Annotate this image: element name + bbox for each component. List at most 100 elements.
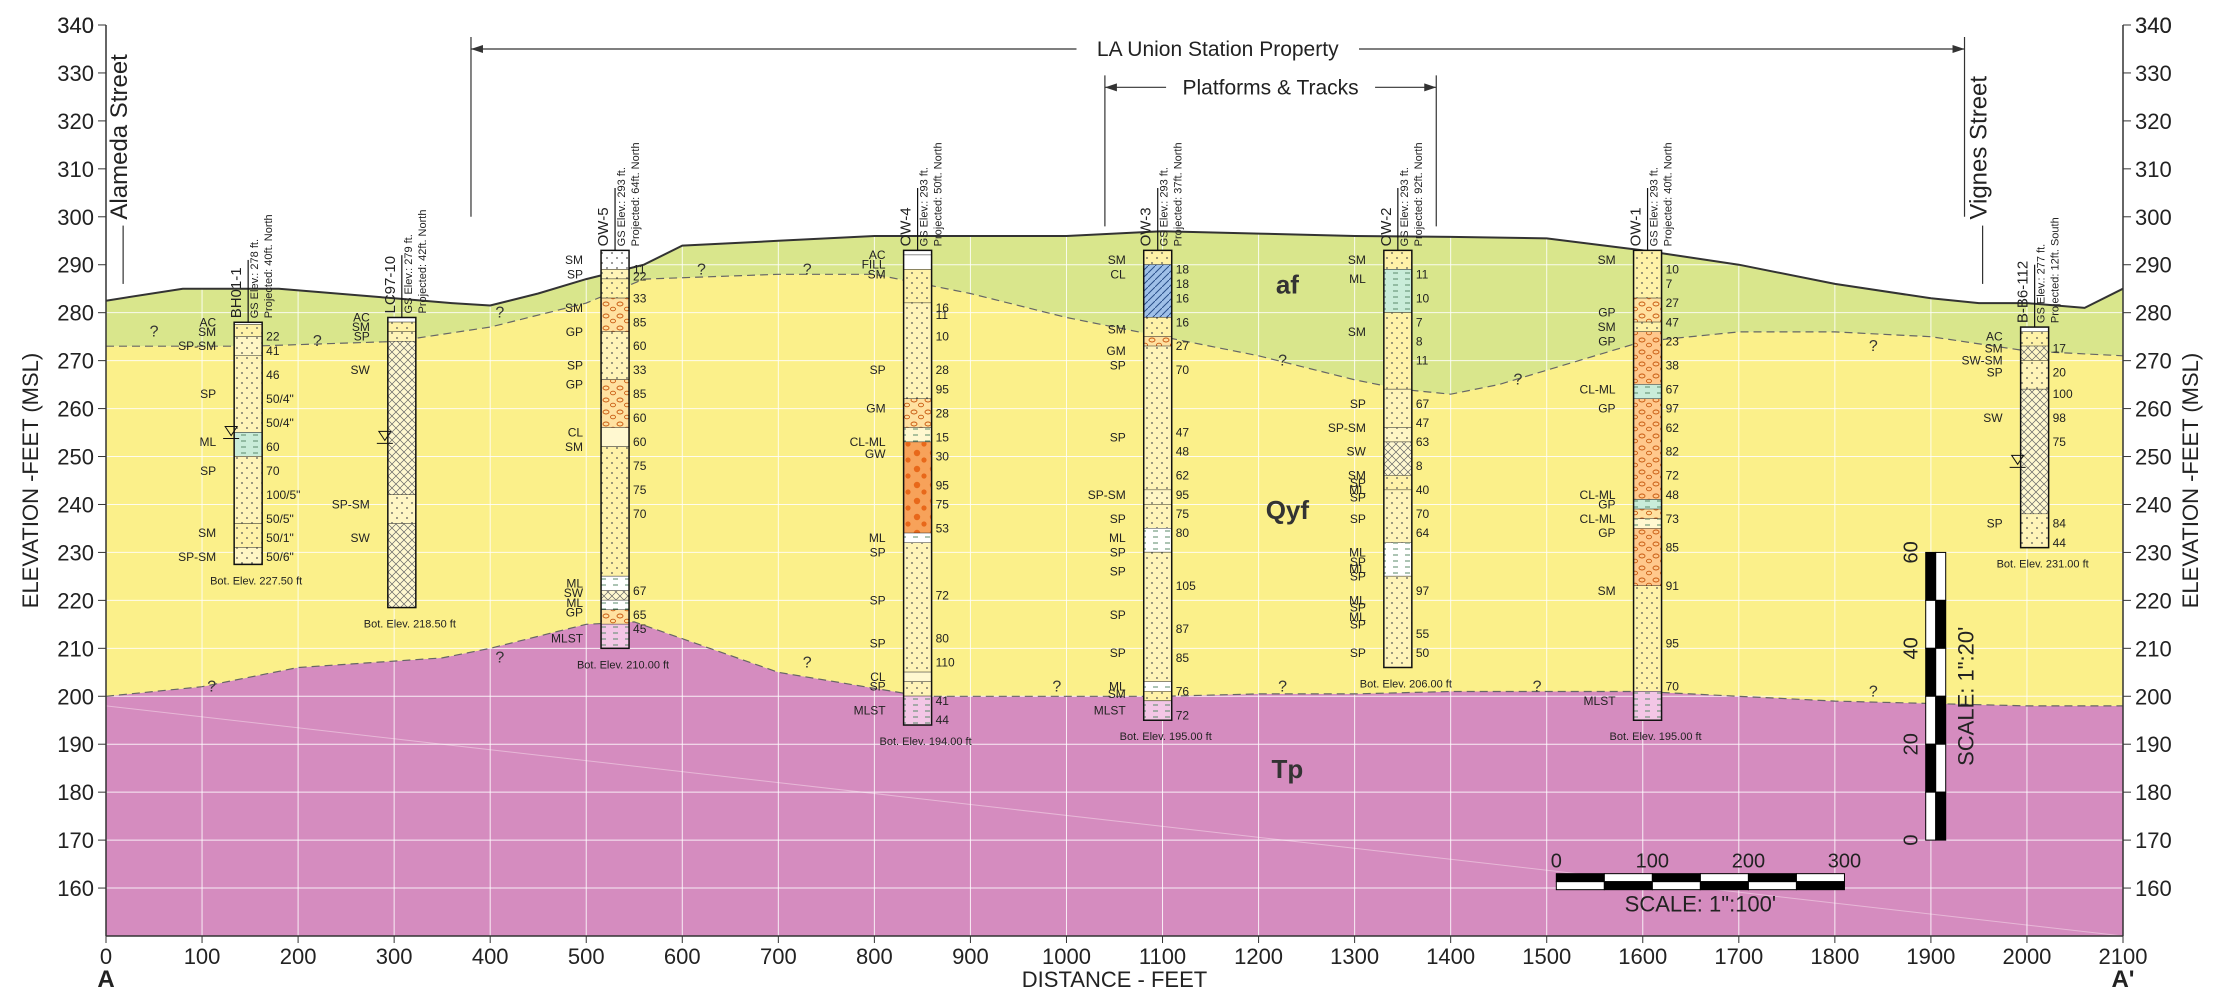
- boring-bottom-label: Bot. Elev. 227.50 ft: [210, 575, 302, 587]
- boring-layer-pattern: [601, 279, 630, 299]
- boring-gs-elev-label: GS Elev.: 293 ft.: [1399, 167, 1411, 246]
- boring-blow-count: 60: [633, 411, 647, 425]
- boring-layer-pattern: [234, 547, 263, 565]
- boring-layer-pattern: [1633, 509, 1662, 519]
- boring-layer-pattern: [601, 624, 630, 649]
- boring-layer-pattern: [1383, 269, 1412, 313]
- boring-layer-ac: [903, 250, 932, 256]
- boring-layer-pattern: [1383, 312, 1412, 390]
- boring-soil-code: SP: [1350, 569, 1366, 583]
- af-base-contact: [106, 273, 2124, 395]
- boring-layer-pattern: [1143, 250, 1172, 265]
- v-scale-segment: [1935, 791, 1947, 841]
- x-tick-label: 1700: [1714, 944, 1763, 969]
- y-tick-label-left: 280: [57, 301, 94, 326]
- boring-blow-count: 17: [2053, 342, 2067, 356]
- boring-blow-count: 46: [266, 368, 280, 382]
- boring-blow-count: 7: [1666, 277, 1673, 291]
- v-scale-tick: 20: [1901, 733, 1923, 755]
- boring-blow-count: 98: [2053, 411, 2067, 425]
- boring-soil-code: CL-ML: [850, 435, 886, 449]
- boring-blow-count: 73: [1666, 512, 1680, 526]
- boring-blow-count: 22: [633, 270, 647, 284]
- boring-blow-count: 11: [1416, 354, 1429, 368]
- boring-id-label: LC97-10: [382, 256, 399, 314]
- boring-soil-code: SP: [870, 593, 886, 607]
- v-scale-segment: [1925, 599, 1937, 649]
- boring-soil-code: SW-SM: [1962, 354, 2003, 368]
- boring-soil-code: SP: [354, 330, 370, 344]
- boring-layer-pattern: [1633, 528, 1662, 586]
- boring-blow-count: 60: [266, 440, 280, 454]
- h-scale-tick: 300: [1828, 851, 1861, 873]
- y-tick-label-left: 340: [57, 13, 94, 38]
- boring-blow-count: 10: [1416, 291, 1430, 305]
- y-tick-label-left: 260: [57, 397, 94, 422]
- boring-layer-cl: [601, 427, 630, 447]
- x-tick-label: 500: [568, 944, 605, 969]
- y-tick-label-right: 280: [2135, 301, 2172, 326]
- boring-layer-pattern: [903, 681, 932, 697]
- y-tick-label-right: 260: [2135, 397, 2172, 422]
- boring-blow-count: 97: [1666, 402, 1680, 416]
- y-tick-label-right: 210: [2135, 636, 2172, 661]
- boring-blow-count: 105: [1176, 579, 1196, 593]
- h-scale-segment: [1603, 873, 1653, 883]
- boring-soil-code: ML: [869, 531, 886, 545]
- boring-layer-pattern: [2020, 360, 2049, 390]
- boring-blow-count: 95: [1176, 488, 1190, 502]
- y-tick-label-left: 310: [57, 157, 94, 182]
- boring-layer-pattern: [1143, 336, 1172, 347]
- boring-blow-count: 100/5": [266, 488, 300, 502]
- h-scale-segment: [1699, 881, 1749, 891]
- ground-surface-line: [105, 230, 2124, 309]
- boring-soil-code: CL-ML: [1580, 512, 1616, 526]
- boring-soil-code: CL: [870, 670, 886, 684]
- boring-layer-pattern: [1383, 389, 1412, 428]
- boring-blow-count: 95: [936, 382, 950, 396]
- boring-blow-count: 75: [1176, 507, 1190, 521]
- boring-layer-ac: [387, 317, 416, 323]
- boring-soil-code: SP-SM: [332, 497, 370, 511]
- boring-id-label: OW-5: [595, 207, 612, 246]
- boring-soil-code: ML: [1349, 610, 1366, 624]
- boring-blow-count: 72: [1176, 708, 1190, 722]
- boring-soil-code: SP: [1350, 490, 1366, 504]
- boring-soil-code: SP: [1987, 517, 2003, 531]
- boring-soil-code: SP: [1350, 555, 1366, 569]
- boring-blow-count: 33: [633, 363, 647, 377]
- boring-layer-pattern: [903, 303, 932, 399]
- boring-soil-code: GP: [1598, 402, 1615, 416]
- x-tick-label: 400: [472, 944, 509, 969]
- boring-layer-pattern: [1143, 490, 1172, 505]
- boring-soil-code: SM: [198, 325, 216, 339]
- v-scale-segment: [1935, 599, 1947, 649]
- boring-bh01-1: BH01-1 GS Elev.: 278 ft. Projected: 40ft. …: [178, 214, 302, 587]
- annotations: af Qyf Tp?????????????? ? Alameda Street Vign…: [106, 36, 1993, 784]
- boring-soil-code: ML: [566, 577, 583, 591]
- uncertain-contact-mark: ?: [495, 304, 504, 321]
- h-scale-segment: [1699, 873, 1749, 883]
- y-tick-label-left: 220: [57, 588, 94, 613]
- boring-blow-count: 62: [1176, 469, 1190, 483]
- boring-soil-code: SP: [567, 267, 583, 281]
- boring-blow-count: 97: [1416, 584, 1430, 598]
- boring-blow-count: 65: [633, 608, 647, 622]
- boring-soil-code: SW: [1346, 445, 1366, 459]
- boring-layer-pattern: [601, 331, 630, 380]
- boring-soil-code: SM: [565, 440, 583, 454]
- y-tick-label-left: 230: [57, 540, 94, 565]
- boring-b-b6-112: B-B6-112 GS Elev.: 277 ft. Projected: 12ft…: [1962, 217, 2089, 570]
- boring-soil-code: SP: [870, 363, 886, 377]
- boring-blow-count: 48: [1666, 488, 1680, 502]
- y-tick-label-right: 200: [2135, 684, 2172, 709]
- boring-layer-pattern: [1633, 499, 1662, 510]
- boring-soil-code: SM: [1348, 253, 1366, 267]
- boring-blow-count: 72: [1666, 469, 1680, 483]
- boring-blow-count: 48: [1176, 445, 1190, 459]
- boring-soil-code: SP: [870, 545, 886, 559]
- y-tick-label-right: 320: [2135, 109, 2172, 134]
- y-tick-label-left: 250: [57, 445, 94, 470]
- boring-soil-code: SM: [1108, 322, 1126, 336]
- boring-soil-code: SW: [564, 586, 584, 600]
